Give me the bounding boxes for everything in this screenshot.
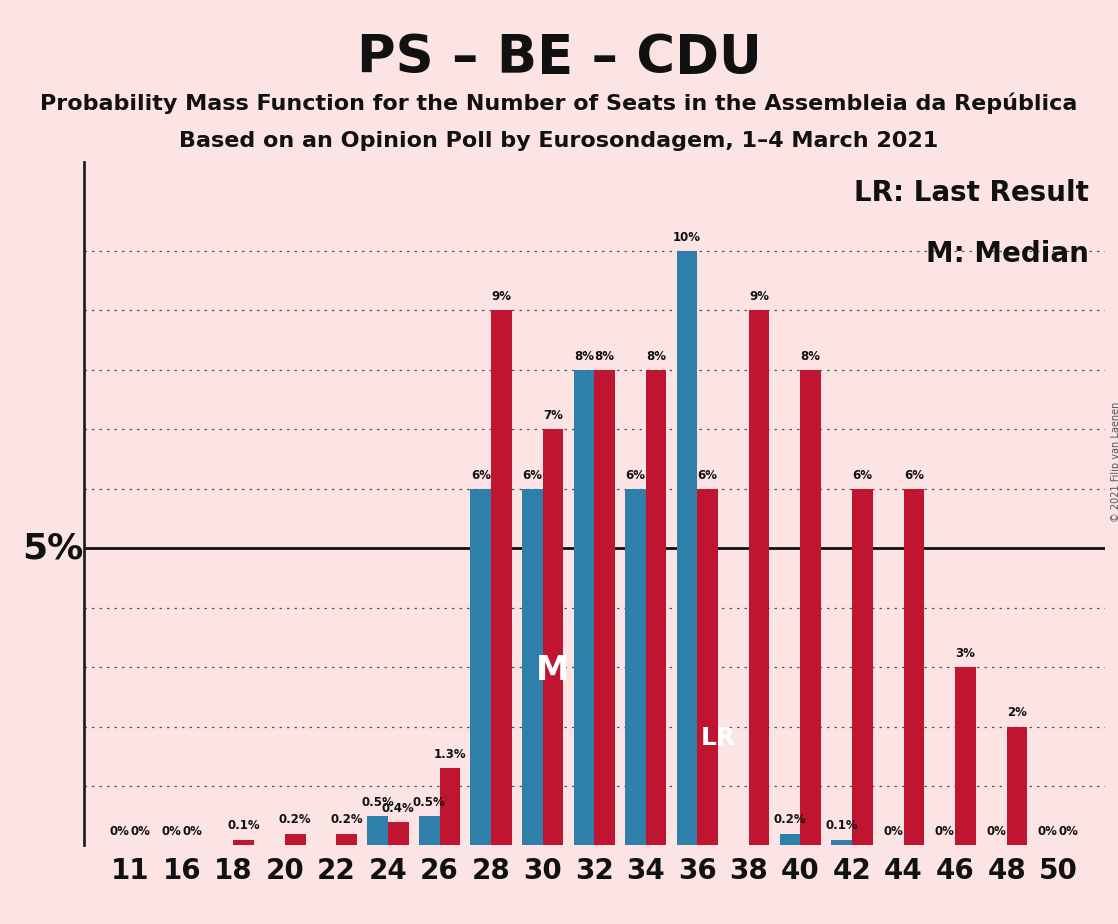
Text: 1.3%: 1.3% xyxy=(434,748,466,761)
Text: Based on an Opinion Poll by Eurosondagem, 1–4 March 2021: Based on an Opinion Poll by Eurosondagem… xyxy=(179,131,939,152)
Bar xyxy=(955,667,976,845)
Bar xyxy=(542,430,563,845)
Bar xyxy=(388,821,409,845)
Text: 0.5%: 0.5% xyxy=(361,796,394,808)
Text: 0.4%: 0.4% xyxy=(382,801,415,815)
Text: © 2021 Filip van Laenen: © 2021 Filip van Laenen xyxy=(1111,402,1118,522)
Bar xyxy=(800,370,821,845)
Text: 8%: 8% xyxy=(574,349,594,362)
Text: 2%: 2% xyxy=(1007,707,1026,720)
Text: 6%: 6% xyxy=(852,468,872,481)
Bar xyxy=(676,251,698,845)
Text: Probability Mass Function for the Number of Seats in the Assembleia da República: Probability Mass Function for the Number… xyxy=(40,92,1078,114)
Bar xyxy=(1006,726,1027,845)
Text: 0%: 0% xyxy=(1038,825,1058,838)
Text: 9%: 9% xyxy=(492,290,511,303)
Text: 0%: 0% xyxy=(162,825,181,838)
Text: 3%: 3% xyxy=(956,647,975,660)
Bar xyxy=(780,833,800,845)
Text: M: M xyxy=(537,654,569,687)
Text: 7%: 7% xyxy=(543,409,562,422)
Bar xyxy=(574,370,595,845)
Text: 0%: 0% xyxy=(110,825,130,838)
Bar xyxy=(439,768,461,845)
Bar xyxy=(491,310,512,845)
Bar xyxy=(471,489,491,845)
Bar xyxy=(522,489,542,845)
Text: LR: Last Result: LR: Last Result xyxy=(854,179,1089,207)
Text: 6%: 6% xyxy=(698,468,718,481)
Text: 10%: 10% xyxy=(673,231,701,244)
Text: 0%: 0% xyxy=(131,825,151,838)
Text: 0.1%: 0.1% xyxy=(227,820,260,833)
Text: 5%: 5% xyxy=(22,531,84,565)
Text: 8%: 8% xyxy=(595,349,615,362)
Text: 0.2%: 0.2% xyxy=(331,813,363,826)
Text: 6%: 6% xyxy=(625,468,645,481)
Bar xyxy=(234,840,254,845)
Text: 0.5%: 0.5% xyxy=(413,796,446,808)
Text: 0%: 0% xyxy=(182,825,202,838)
Text: 6%: 6% xyxy=(471,468,491,481)
Bar xyxy=(698,489,718,845)
Text: 0%: 0% xyxy=(935,825,955,838)
Bar xyxy=(595,370,615,845)
Bar xyxy=(337,833,357,845)
Text: 0%: 0% xyxy=(986,825,1006,838)
Bar xyxy=(419,816,439,845)
Text: 8%: 8% xyxy=(800,349,821,362)
Text: LR: LR xyxy=(701,726,736,750)
Bar xyxy=(832,840,852,845)
Text: 0.2%: 0.2% xyxy=(278,813,312,826)
Text: 8%: 8% xyxy=(646,349,666,362)
Text: 0.2%: 0.2% xyxy=(774,813,806,826)
Bar xyxy=(749,310,769,845)
Text: 0%: 0% xyxy=(883,825,903,838)
Bar xyxy=(852,489,873,845)
Text: 0%: 0% xyxy=(1059,825,1079,838)
Text: 9%: 9% xyxy=(749,290,769,303)
Text: 6%: 6% xyxy=(522,468,542,481)
Bar xyxy=(646,370,666,845)
Text: M: Median: M: Median xyxy=(927,240,1089,268)
Bar xyxy=(625,489,646,845)
Bar xyxy=(903,489,925,845)
Text: 6%: 6% xyxy=(903,468,923,481)
Text: 0.1%: 0.1% xyxy=(825,820,858,833)
Text: PS – BE – CDU: PS – BE – CDU xyxy=(357,32,761,84)
Bar xyxy=(368,816,388,845)
Bar xyxy=(285,833,305,845)
